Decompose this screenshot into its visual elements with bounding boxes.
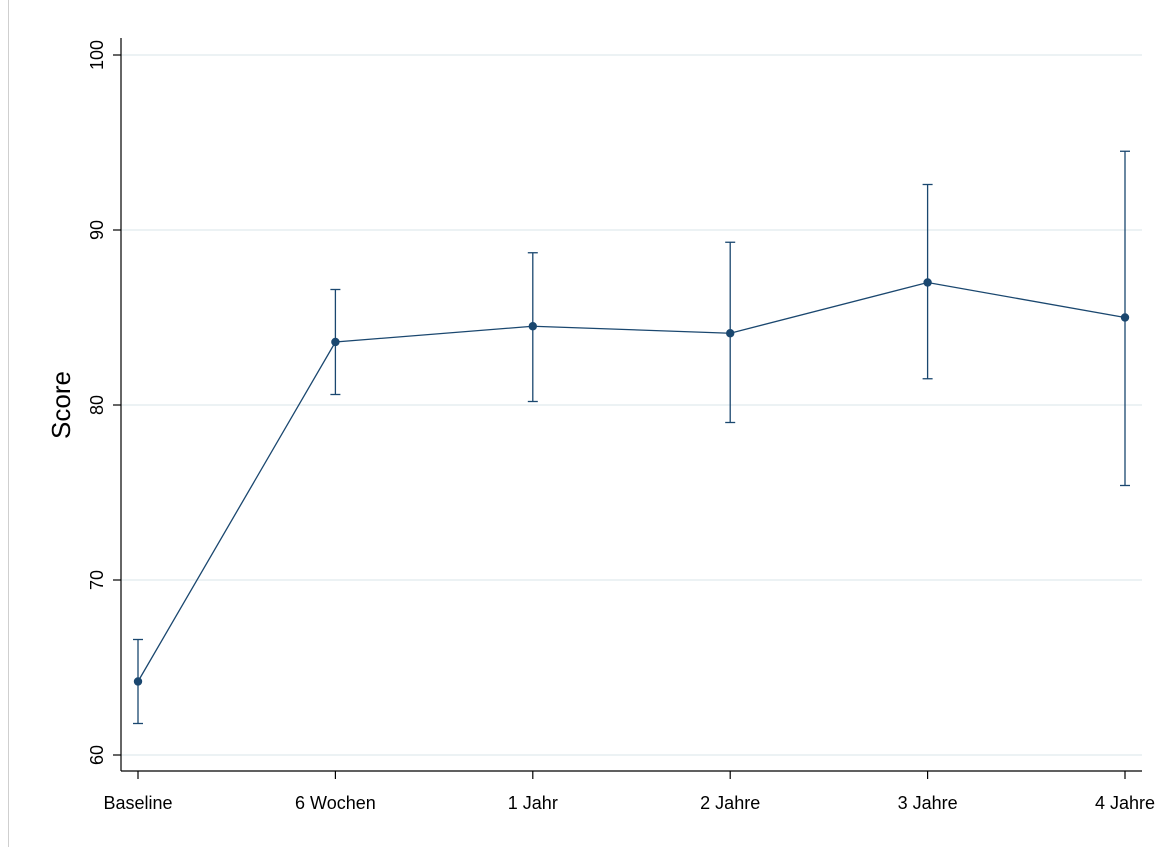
data-point: [331, 337, 340, 347]
data-point: [133, 677, 143, 686]
series-1: [133, 150, 1130, 725]
data-point: [1120, 313, 1130, 322]
x-tick-label: 3 Jahre: [898, 793, 958, 813]
data-point: [528, 322, 537, 331]
data-point: [726, 329, 735, 338]
x-tick-label: 4 Jahre: [1095, 793, 1155, 813]
data-point: [923, 278, 932, 287]
y-tick-label: 80: [87, 395, 107, 415]
y-tick-label: 60: [87, 745, 107, 765]
image-border: [8, 0, 9, 847]
y-tick-label: 90: [87, 220, 107, 240]
y-axis-label: Score: [46, 371, 76, 439]
y-tick-label: 70: [87, 570, 107, 590]
axes: 60 70 80 90 100 Baseline 6 Wochen 1 Jahr 2 Jahre…: [87, 38, 1155, 813]
x-tick-label: Baseline: [103, 793, 172, 813]
x-tick-label: 1 Jahr: [508, 793, 558, 813]
series-line: [137, 281, 1126, 682]
y-tick-label: 100: [87, 40, 107, 70]
x-tick-label: 2 Jahre: [700, 793, 760, 813]
gridlines: [121, 54, 1142, 756]
x-tick-label: 6 Wochen: [295, 793, 376, 813]
